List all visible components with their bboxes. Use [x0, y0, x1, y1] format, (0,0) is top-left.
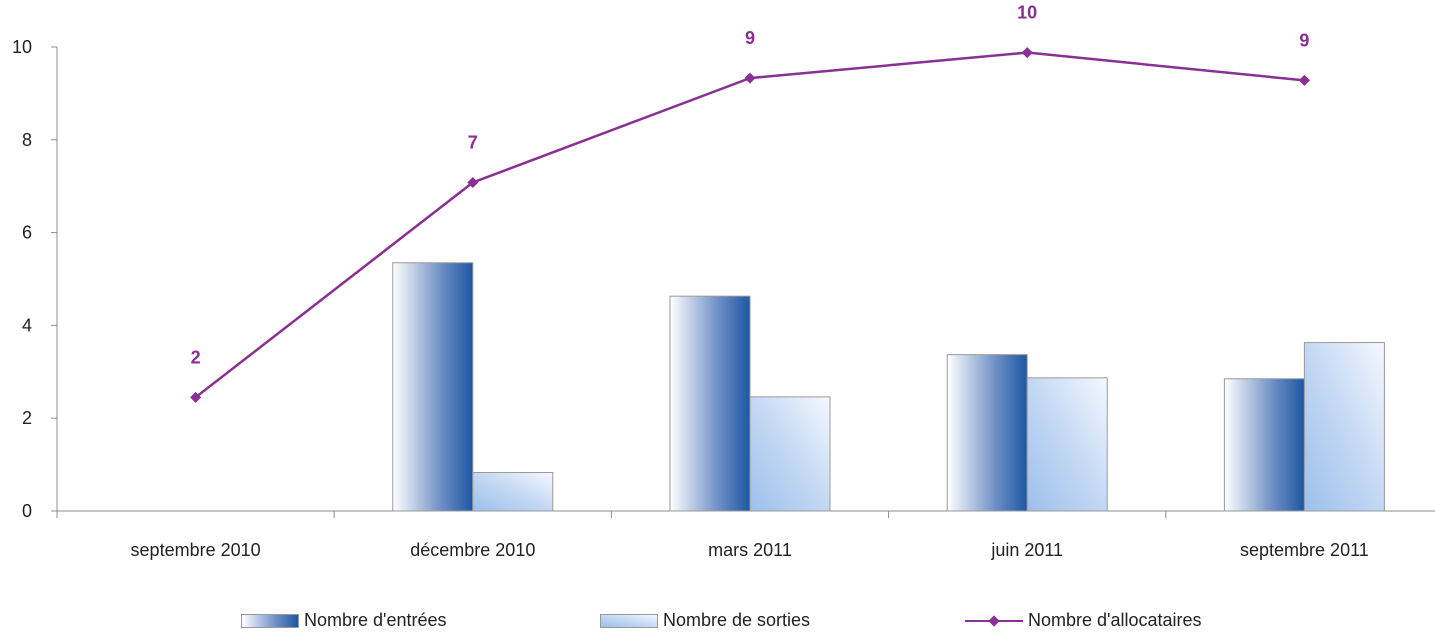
bar-sorties [1303, 342, 1385, 512]
axes: 0 2 4 6 8 10 septembre 2010 décembre 2010 mars 2… [12, 37, 1435, 560]
y-tick-label: 10 [12, 37, 32, 57]
y-tick-label: 0 [22, 501, 32, 521]
x-tick-label: septembre 2010 [131, 540, 261, 560]
x-tick-label: juin 2011 [990, 540, 1063, 560]
legend-swatch-sorties [600, 613, 658, 628]
line-series: 2 7 9 10 9 [190, 3, 1310, 403]
data-label-allocataires: 2 [191, 347, 201, 367]
data-label-allocataires: 7 [468, 132, 478, 152]
legend-line-allocataires [965, 614, 1023, 628]
legend: Nombre d'entrées Nombre de sorties Nombr… [0, 610, 1435, 633]
bar-sorties [1026, 377, 1108, 512]
legend-label-allocataires: Nombre d'allocataires [1028, 610, 1202, 630]
data-label-allocataires: 10 [1017, 3, 1037, 23]
line-point-marker [1021, 47, 1033, 59]
legend-item-sorties: Nombre de sorties [600, 610, 810, 631]
x-tick-label: mars 2011 [708, 540, 792, 560]
bar-sorties [749, 396, 831, 512]
y-tick-label: 6 [22, 223, 32, 243]
y-tick-label: 4 [22, 315, 32, 335]
legend-label-entrees: Nombre d'entrées [304, 610, 447, 630]
line-point-marker [190, 391, 202, 403]
line-point-marker [467, 176, 479, 188]
legend-item-allocataires: Nombre d'allocataires [965, 610, 1202, 631]
legend-item-entrees: Nombre d'entrées [241, 610, 447, 631]
bar-entrees [946, 354, 1028, 512]
bars [392, 262, 1385, 512]
line-point-marker [1298, 74, 1310, 86]
legend-swatch-entrees [241, 613, 299, 628]
bar-entrees [1223, 378, 1305, 512]
x-tick-label: septembre 2011 [1240, 540, 1369, 560]
bar-sorties [472, 471, 554, 512]
x-tick-label: décembre 2010 [410, 540, 535, 560]
chart-svg: 0 2 4 6 8 10 septembre 2010 décembre 2010 mars 2… [12, 3, 1435, 560]
line-point-marker [744, 72, 756, 84]
legend-diamond-icon [988, 614, 1000, 627]
y-tick-label: 2 [22, 408, 32, 428]
y-tick-label: 8 [22, 130, 32, 150]
legend-label-sorties: Nombre de sorties [663, 610, 811, 630]
bar-entrees [669, 295, 751, 512]
data-label-allocataires: 9 [745, 28, 755, 48]
bar-entrees [392, 262, 474, 512]
data-label-allocataires: 9 [1299, 30, 1309, 50]
